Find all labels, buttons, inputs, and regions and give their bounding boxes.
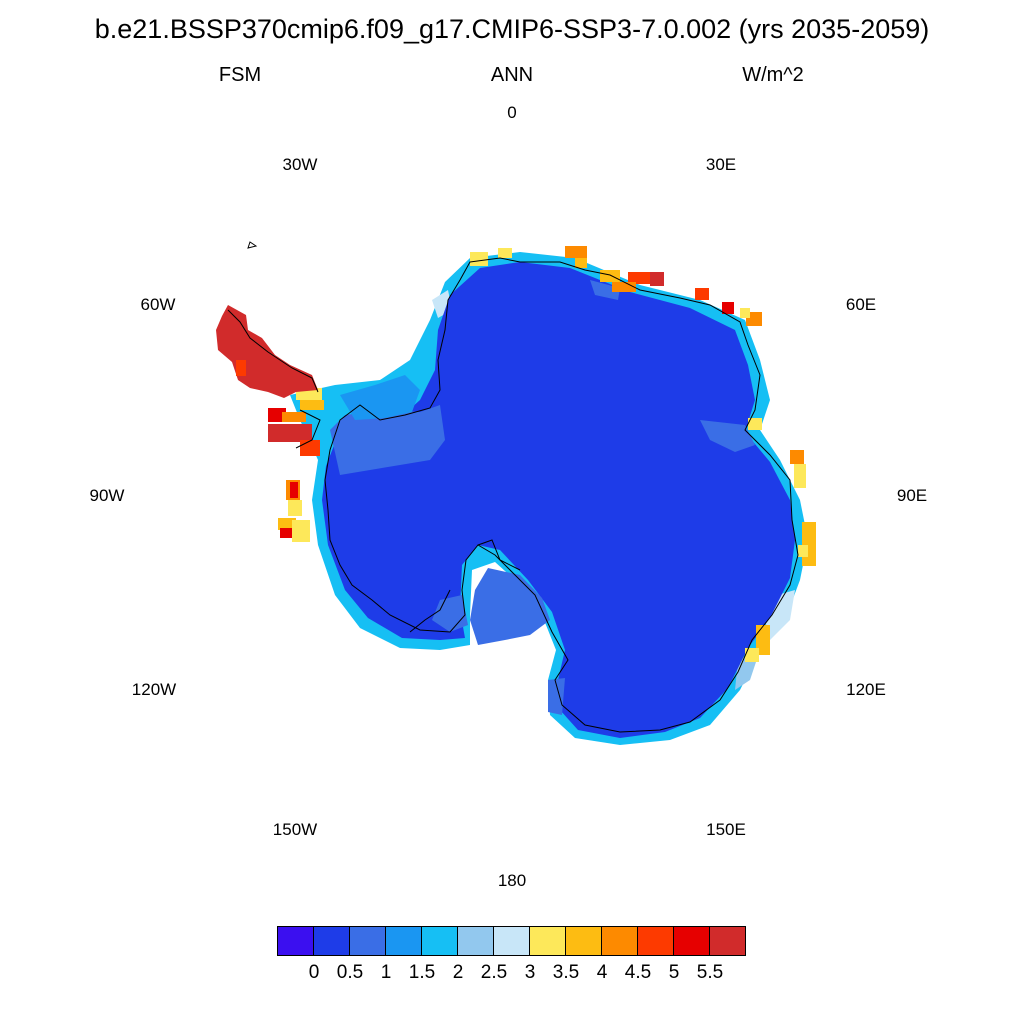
colorbar-box <box>457 926 494 956</box>
lon-label-90w: 90W <box>89 486 125 505</box>
colorbar-box <box>277 926 314 956</box>
lon-label-60e: 60E <box>845 295 877 314</box>
lon-label-120w: 120W <box>131 680 177 699</box>
units-label: W/m^2 <box>742 64 804 86</box>
colorbar-tick-label: 0 <box>308 962 320 983</box>
colorbar-tick-label: 2 <box>452 962 464 983</box>
lon-label-120e: 120E <box>846 680 886 699</box>
colorbar-tick-label: 3.5 <box>552 962 580 983</box>
lon-label-0: 0 <box>507 103 517 122</box>
colorbar-box <box>313 926 350 956</box>
lon-label-180: 180 <box>497 871 527 890</box>
colorbar-box <box>385 926 422 956</box>
colorbar-tick-label: 1.5 <box>408 962 436 983</box>
colorbar-box <box>673 926 710 956</box>
coastline <box>227 241 799 733</box>
colorbar-box <box>565 926 602 956</box>
coastal-warm-cells <box>268 246 816 662</box>
colorbar-tick-label: 5.5 <box>696 962 724 983</box>
colorbar-tick-label: 2.5 <box>480 962 508 983</box>
colorbar-tick-label: 5 <box>668 962 680 983</box>
colorbar-box <box>349 926 386 956</box>
colorbar-box <box>421 926 458 956</box>
variable-label: FSM <box>218 64 262 86</box>
colorbar-tick-label: 3 <box>524 962 536 983</box>
plot-title: b.e21.BSSP370cmip6.f09_g17.CMIP6-SSP3-7.… <box>94 14 930 44</box>
lon-label-150e: 150E <box>706 820 746 839</box>
colorbar-tick-label: 1 <box>380 962 392 983</box>
colorbar-tick-label: 4 <box>596 962 608 983</box>
colorbar-box <box>529 926 566 956</box>
season-label: ANN <box>490 64 534 86</box>
peninsula-cell <box>236 360 246 376</box>
colorbar-box <box>601 926 638 956</box>
colorbar-box <box>493 926 530 956</box>
colorbar <box>277 926 746 956</box>
colorbar-tick-label: 0.5 <box>336 962 364 983</box>
ice-shelf-patches <box>330 280 755 715</box>
lon-label-150w: 150W <box>272 820 318 839</box>
lon-label-30e: 30E <box>705 155 737 174</box>
colorbar-box <box>709 926 746 956</box>
lon-label-90e: 90E <box>896 486 928 505</box>
colorbar-box <box>637 926 674 956</box>
lon-label-30w: 30W <box>282 155 318 174</box>
colorbar-tick-label: 4.5 <box>624 962 652 983</box>
lon-label-60w: 60W <box>140 295 176 314</box>
